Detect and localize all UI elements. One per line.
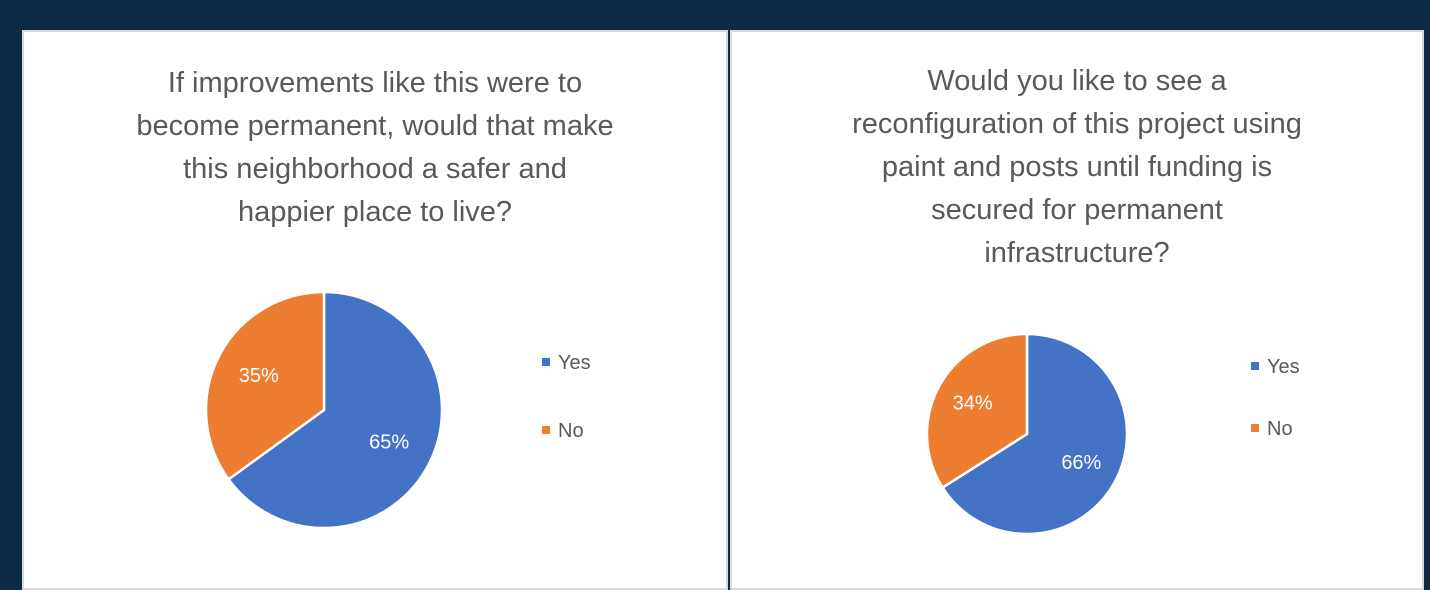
chart-title-2-line-5: infrastructure? xyxy=(984,237,1170,269)
chart-title-2-line-2: reconfiguration of this project using xyxy=(852,108,1302,140)
chart-title-2-line-3: paint and posts until funding is xyxy=(881,151,1273,183)
legend-item-yes-2: Yes xyxy=(1251,356,1300,379)
data-label-no-1: 35% xyxy=(239,365,279,387)
data-label-yes-1: 65% xyxy=(369,431,409,453)
pie-slice-no-1 xyxy=(204,290,326,482)
chart-title-2: Would you like to see a reconfiguration … xyxy=(732,60,1422,275)
legend-swatch-no-2 xyxy=(1251,423,1259,432)
legend-swatch-yes-2 xyxy=(1251,361,1259,370)
chart-title-1-line-4: happier place to live? xyxy=(237,196,513,228)
legend-item-no-1: No xyxy=(542,420,584,443)
pie-slice-yes-1 xyxy=(226,290,444,530)
legend-item-yes-1: Yes xyxy=(542,352,591,375)
legend-label-no-1: No xyxy=(558,420,584,442)
legend-item-no-2: No xyxy=(1251,418,1293,441)
chart-title-1-line-1: If improvements like this were to xyxy=(167,67,583,99)
chart-title-2-line-4: secured for permanent xyxy=(931,194,1223,226)
chart-title-1-line-3: this neighborhood a safer and xyxy=(183,153,567,185)
data-label-no-2: 34% xyxy=(953,392,993,414)
pie-slice-yes-2 xyxy=(940,332,1129,536)
pie-chart-1: 65% 35% xyxy=(204,290,444,530)
chart-title-2-line-1: Would you like to see a xyxy=(927,65,1227,97)
pie-chart-2: 66% 34% xyxy=(925,332,1129,536)
legend-label-yes-2: Yes xyxy=(1267,356,1300,378)
chart-title-1: If improvements like this were to become… xyxy=(24,62,726,234)
pie-slice-no-2 xyxy=(925,332,1029,490)
legend-label-yes-1: Yes xyxy=(558,352,591,374)
chart-panel-2: Would you like to see a reconfiguration … xyxy=(730,30,1424,590)
data-label-yes-2: 66% xyxy=(1061,452,1101,474)
legend-swatch-no-1 xyxy=(542,425,550,434)
chart-panel-1: If improvements like this were to become… xyxy=(22,30,728,590)
legend-swatch-yes-1 xyxy=(542,357,550,366)
legend-label-no-2: No xyxy=(1267,418,1293,440)
chart-title-1-line-2: become permanent, would that make xyxy=(136,110,614,142)
